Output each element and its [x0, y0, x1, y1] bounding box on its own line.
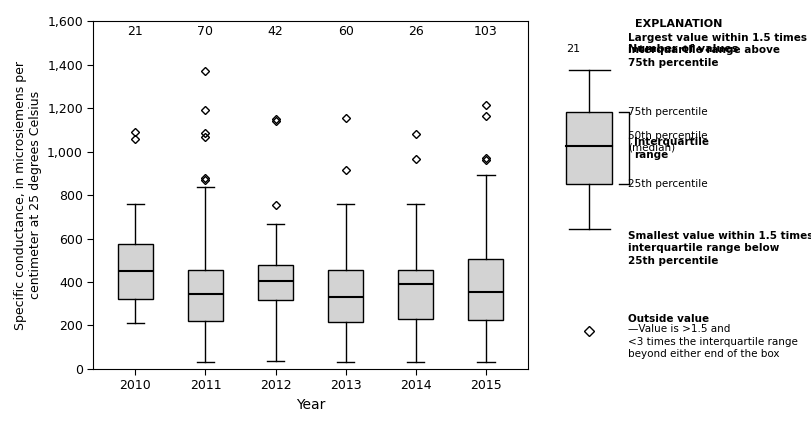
Text: 21: 21 — [127, 25, 143, 38]
X-axis label: Year: Year — [295, 398, 325, 412]
Text: Smallest value within 1.5 times
interquartile range below
25th percentile: Smallest value within 1.5 times interqua… — [627, 231, 811, 266]
PathPatch shape — [397, 270, 433, 319]
Text: EXPLANATION: EXPLANATION — [634, 19, 722, 29]
Text: 60: 60 — [337, 25, 353, 38]
Text: 50th percentile
(median): 50th percentile (median) — [627, 131, 706, 153]
Text: 25th percentile: 25th percentile — [627, 179, 706, 190]
Text: 21: 21 — [566, 44, 580, 54]
Text: 75th percentile: 75th percentile — [627, 107, 706, 117]
Text: Outside value: Outside value — [627, 314, 708, 324]
Bar — [566, 112, 611, 184]
Text: 70: 70 — [197, 25, 213, 38]
Y-axis label: Specific conductance, in microsiemens per
centimeter at 25 degrees Celsius: Specific conductance, in microsiemens pe… — [14, 61, 41, 329]
PathPatch shape — [468, 259, 503, 320]
PathPatch shape — [258, 265, 293, 301]
Text: —Value is >1.5 and
<3 times the interquartile range
beyond either end of the box: —Value is >1.5 and <3 times the interqua… — [627, 324, 796, 359]
Text: Largest value within 1.5 times
interquartile range above
75th percentile: Largest value within 1.5 times interquar… — [627, 33, 806, 68]
PathPatch shape — [118, 244, 152, 299]
Text: 103: 103 — [474, 25, 497, 38]
PathPatch shape — [328, 270, 363, 322]
Text: 26: 26 — [407, 25, 423, 38]
PathPatch shape — [187, 270, 223, 321]
Text: Number of values: Number of values — [627, 44, 737, 54]
Text: Interquartile
range: Interquartile range — [633, 137, 708, 159]
Text: 42: 42 — [268, 25, 283, 38]
